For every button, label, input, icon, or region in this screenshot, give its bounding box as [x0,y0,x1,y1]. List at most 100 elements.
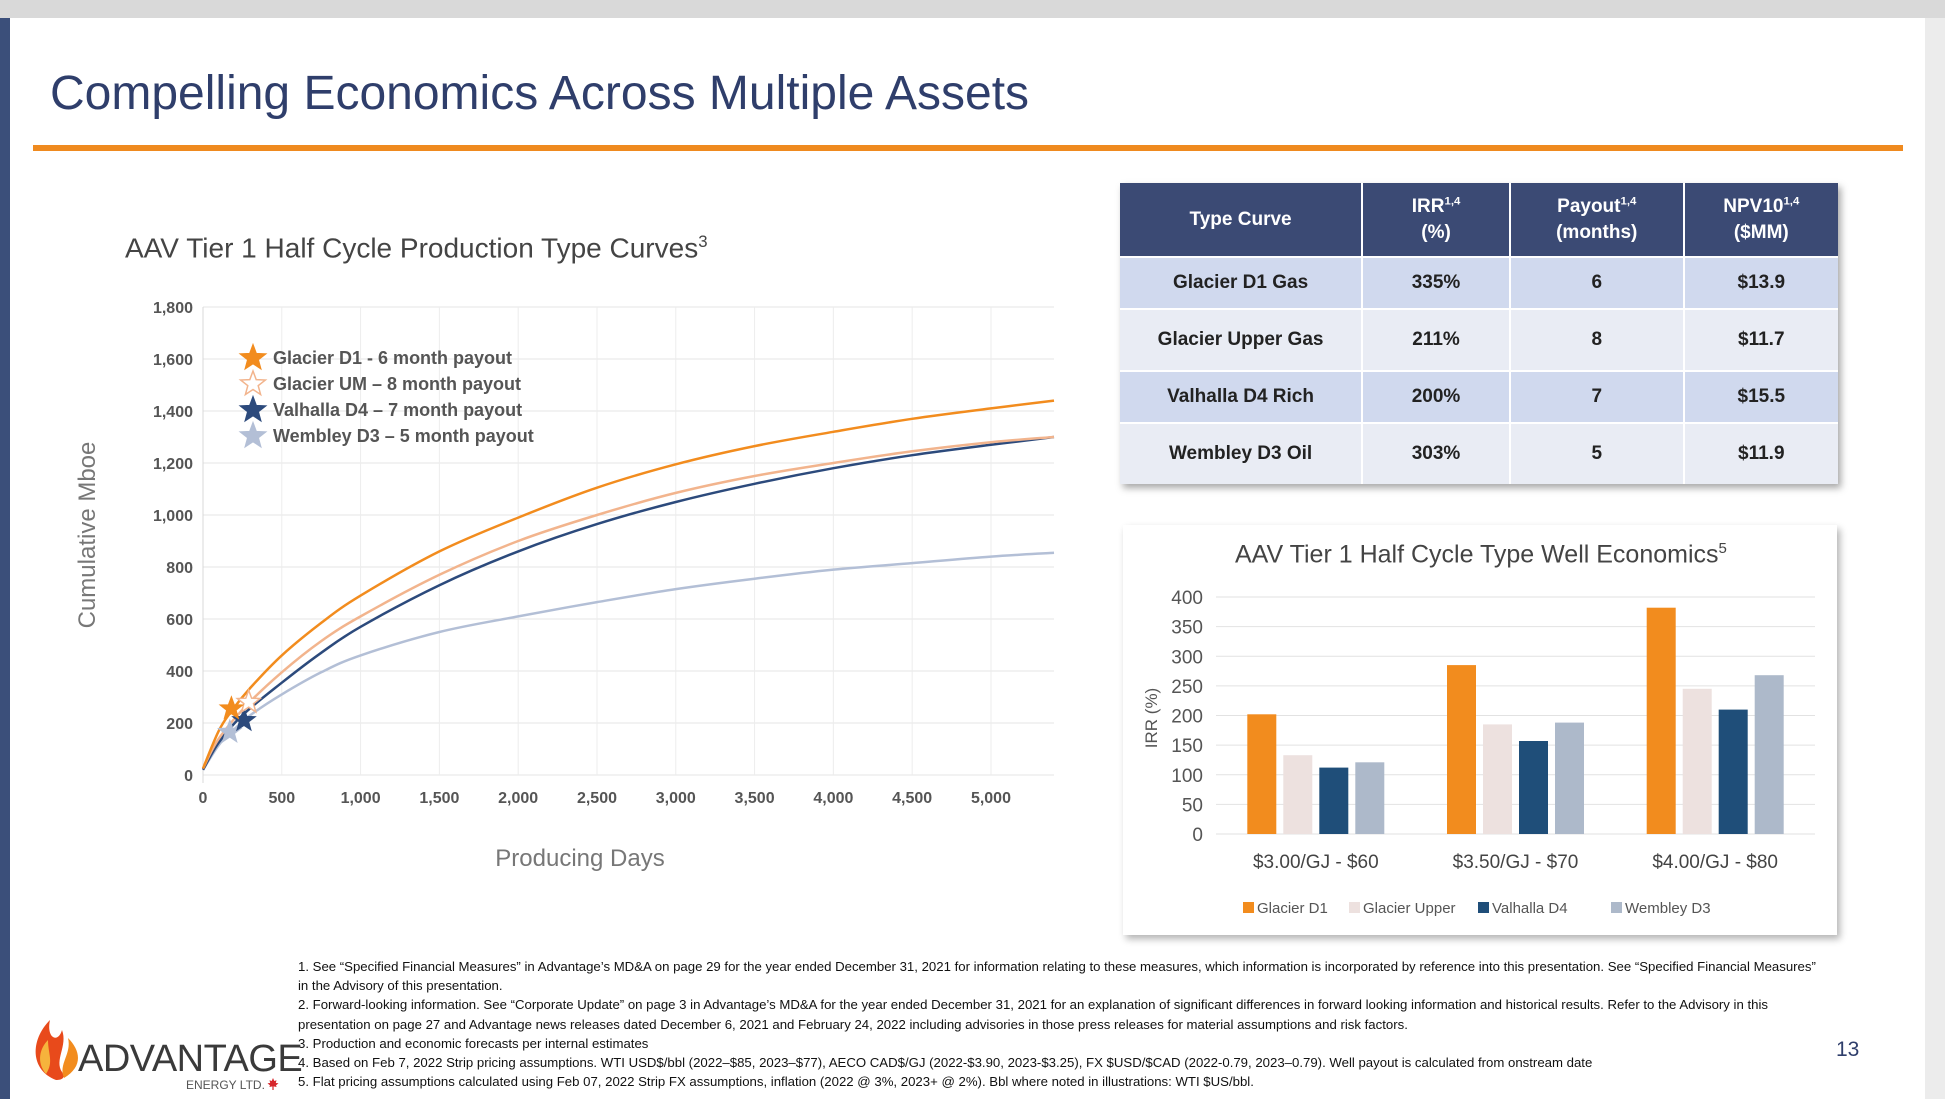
cell-npv10: $15.5 [1683,370,1838,423]
cell-type-curve: Glacier Upper Gas [1120,308,1364,371]
y-tick-label: 50 [1182,795,1203,816]
y-axis-title: IRR (%) [1142,688,1161,748]
bar [1483,724,1512,834]
bar [1718,709,1748,834]
line-chart-legend: Glacier D1 - 6 month payout Glacier UM – … [238,342,534,449]
table-header-row: Type Curve IRR1,4 (%) Payout1,4 (months) N… [1120,183,1838,257]
maple-leaf-icon [267,1078,279,1090]
category-label: $3.50/GJ - $70 [1453,852,1579,873]
x-tick-label: 2,000 [498,790,538,807]
bar [1355,762,1385,834]
x-tick-label: 4,000 [813,790,853,807]
bar [1283,755,1313,834]
legend-label: Wembley D3 – 5 month payout [273,426,534,446]
legend-label: Valhalla D4 – 7 month payout [273,400,522,420]
y-tick-label: 1,400 [153,404,193,421]
footnote: 4. Based on Feb 7, 2022 Strip pricing as… [298,1055,1593,1071]
y-tick-label: 200 [1171,707,1203,728]
header-payout: Payout1,4 (months) [1509,183,1685,257]
series-line [201,435,1055,771]
production-type-curve-chart: 0 200 400 600 800 1,000 1,200 1,400 1,600 1,800 0 5… [74,300,1055,872]
x-axis-title: Producing Days [495,845,664,872]
header-npv10: NPV101,4 ($MM) [1683,183,1838,257]
y-tick-label: 100 [1171,766,1203,787]
footnote: 3. Production and economic forecasts per… [298,1035,649,1051]
y-tick-label: 600 [166,612,193,629]
table-row: Valhalla D4 Rich 200% 7 $15.5 [1120,370,1838,423]
advantage-logo: ADVANTAGE ENERGY LTD. [28,1000,303,1092]
legend-swatch [1611,902,1622,913]
cell-type-curve: Glacier D1 Gas [1120,256,1364,309]
payout-marker-star [235,687,263,714]
cell-irr: 335% [1362,256,1511,309]
bar [1447,665,1476,834]
logo-wordmark: ADVANTAGE [78,1038,303,1080]
payout-marker-star [218,695,245,720]
cell-type-curve: Valhalla D4 Rich [1120,370,1364,423]
star-filled-icon [238,394,268,423]
y-tick-label: 1,200 [153,456,193,473]
y-tick-label: 0 [1192,825,1203,846]
star-filled-icon [238,342,268,371]
x-tick-label: 1,500 [419,790,459,807]
bar [1682,688,1712,834]
category-label: $3.00/GJ - $60 [1253,852,1379,873]
y-tick-label: 400 [1171,588,1203,609]
bar [1247,714,1277,834]
x-tick-label: 500 [268,790,295,807]
y-tick-label: 150 [1171,736,1203,757]
y-tick-label: 800 [166,560,193,577]
table-row: Wembley D3 Oil 303% 5 $11.9 [1120,422,1838,484]
x-tick-label: 1,000 [341,790,381,807]
right-scroll-strip [1925,18,1945,1099]
category-label: $4.00/GJ - $80 [1652,852,1778,873]
series-line [201,399,1055,769]
x-tick-label: 4,500 [892,790,932,807]
legend-swatch [1349,902,1360,913]
page-number: 13 [1836,1038,1860,1061]
series-line [201,551,1055,771]
header-irr: IRR1,4 (%) [1362,183,1511,257]
legend-label: Glacier D1 - 6 month payout [273,348,512,368]
y-tick-label: 200 [166,716,193,733]
cell-npv10: $11.9 [1683,422,1838,484]
economics-table: Type Curve IRR1,4 (%) Payout1,4 (months) N… [1120,183,1838,484]
y-tick-label: 0 [184,768,193,785]
legend-label: Glacier UM – 8 month payout [273,374,521,394]
y-tick-label: 1,800 [153,300,193,317]
table-row: Glacier Upper Gas 211% 8 $11.7 [1120,308,1838,371]
bar [1519,741,1548,834]
x-tick-label: 0 [199,790,208,807]
cell-npv10: $13.9 [1683,256,1838,309]
cell-irr: 303% [1362,422,1511,484]
line-chart-title: AAV Tier 1 Half Cycle Production Type Cu… [125,232,708,264]
cell-payout: 7 [1509,370,1685,423]
series-line [201,435,1055,770]
footnote: 2. Forward-looking information. See “Cor… [298,997,1768,1032]
bar [1754,675,1784,834]
bar [1646,607,1676,834]
logo-subtitle: ENERGY LTD. [186,1078,265,1092]
cell-irr: 200% [1362,370,1511,423]
y-tick-label: 250 [1171,677,1203,698]
legend-label: Glacier Upper [1363,900,1456,917]
x-tick-label: 5,000 [971,790,1011,807]
x-tick-label: 3,000 [656,790,696,807]
footnote: 1. See “Specified Financial Measures” in… [298,959,1816,994]
y-tick-label: 1,600 [153,352,193,369]
well-economics-bar-chart: 0 50 100 150 200 250 300 350 400 IRR (%) $3.00/GJ … [1142,588,1815,917]
star-filled-icon [238,420,268,449]
star-outline-icon [238,368,268,397]
y-tick-label: 1,000 [153,508,193,525]
x-tick-label: 3,500 [735,790,775,807]
footnote: 5. Flat pricing assumptions calculated u… [298,1074,1254,1090]
cell-irr: 211% [1362,308,1511,371]
cell-npv10: $11.7 [1683,308,1838,371]
cell-payout: 8 [1509,308,1685,371]
cell-type-curve: Wembley D3 Oil [1120,422,1364,484]
legend-label: Glacier D1 [1257,900,1328,917]
bar-chart-panel [1123,525,1837,935]
header-type-curve: Type Curve [1120,183,1364,257]
y-tick-label: 400 [166,664,193,681]
cell-payout: 6 [1509,256,1685,309]
